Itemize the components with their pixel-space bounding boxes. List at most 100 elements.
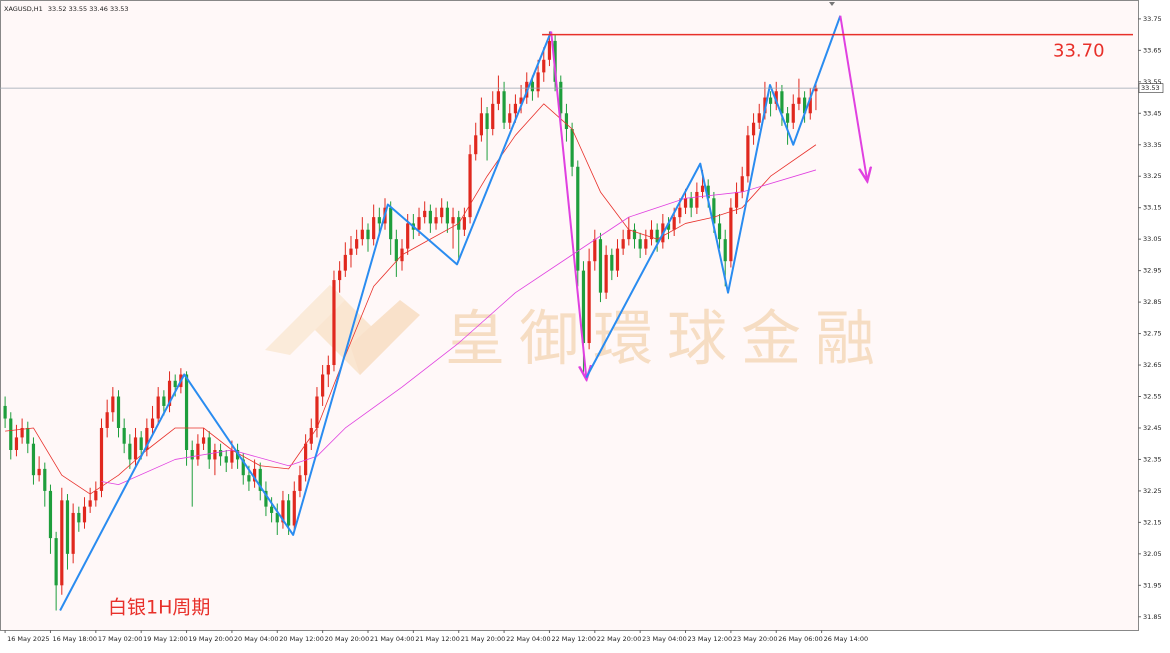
candle-body xyxy=(31,443,36,476)
y-tick-label: 32.65 xyxy=(1143,361,1162,369)
candle-body xyxy=(156,396,160,419)
candle-body xyxy=(26,427,30,444)
candle-body xyxy=(496,91,501,104)
y-tick-label: 33.55 xyxy=(1143,78,1162,86)
moving-average xyxy=(101,169,817,486)
candle-body xyxy=(423,210,427,218)
candle-body xyxy=(814,88,818,92)
candle-body xyxy=(689,198,693,208)
y-tick-label: 33.05 xyxy=(1143,235,1162,243)
candle-body xyxy=(389,207,393,240)
trend-line xyxy=(59,31,553,611)
candle-body xyxy=(610,254,614,271)
x-tick-label: 20 May 12:00 xyxy=(279,635,324,643)
candle-body xyxy=(230,450,234,463)
candle-body xyxy=(683,198,688,208)
candle-body xyxy=(190,450,194,460)
x-tick-label: 22 May 12:00 xyxy=(551,635,596,643)
candle-body xyxy=(598,239,603,293)
candle-body xyxy=(128,443,132,460)
candle-body xyxy=(355,239,359,249)
candle-body xyxy=(150,418,155,428)
y-tick-label: 31.95 xyxy=(1143,581,1162,589)
candle-body xyxy=(37,468,41,476)
candle-body xyxy=(740,176,744,192)
x-tick-label: 21 May 20:00 xyxy=(461,635,506,643)
candle-body xyxy=(780,91,784,114)
candle-body xyxy=(785,113,790,123)
candle-body xyxy=(570,129,574,167)
y-tick-label: 33.45 xyxy=(1143,109,1162,117)
annotation: 白银1H周期 xyxy=(108,597,210,619)
candle-body xyxy=(48,490,53,539)
trend-line xyxy=(585,15,842,379)
candle-body xyxy=(508,113,512,123)
candle-body xyxy=(723,239,727,262)
y-tick-label: 32.45 xyxy=(1143,424,1162,432)
candle-body xyxy=(184,374,189,450)
candle-body xyxy=(587,261,591,344)
y-tick-label: 32.95 xyxy=(1143,267,1162,275)
candle-body xyxy=(474,135,478,155)
candle-body xyxy=(43,468,47,491)
candle-body xyxy=(672,217,676,230)
candle-body xyxy=(366,229,370,240)
candle-body xyxy=(632,229,637,240)
price-label: 33.53 xyxy=(1141,84,1160,92)
plot-area xyxy=(0,0,1139,631)
y-tick-label: 32.15 xyxy=(1143,518,1162,526)
header: XAGUSD,H1 33.52 33.55 33.46 33.53 xyxy=(4,5,129,13)
candle-body xyxy=(406,223,410,249)
y-tick-label: 33.35 xyxy=(1143,141,1162,149)
candle-body xyxy=(712,198,716,224)
candle-body xyxy=(360,229,364,240)
candle-body xyxy=(394,239,398,262)
candle-body xyxy=(275,512,279,523)
candle-body xyxy=(445,207,449,224)
candle-body xyxy=(94,490,98,501)
candle-body xyxy=(133,437,138,460)
candle-body xyxy=(434,217,438,224)
candle-body xyxy=(808,97,812,114)
candle-body xyxy=(88,500,92,507)
high: 33.55 xyxy=(69,5,88,13)
x-tick-label: 23 May 04:00 xyxy=(642,635,687,643)
candle-body xyxy=(372,217,376,240)
y-tick-label: 32.55 xyxy=(1143,393,1162,401)
candle-body xyxy=(65,500,70,554)
open: 33.52 xyxy=(48,5,67,13)
candle-body xyxy=(343,254,347,271)
candle-body xyxy=(791,103,795,123)
candle-body xyxy=(3,405,7,419)
candle-body xyxy=(9,418,13,450)
candle-body xyxy=(729,207,733,262)
y-tick-label: 32.25 xyxy=(1143,487,1162,495)
candle-body xyxy=(462,217,466,230)
candle-body xyxy=(207,437,211,460)
candle-body xyxy=(547,40,552,60)
candle-body xyxy=(241,459,245,476)
candle-body xyxy=(82,506,87,523)
candle-body xyxy=(315,396,319,428)
candle-body xyxy=(491,103,495,130)
candle-body xyxy=(797,97,801,104)
candle-body xyxy=(60,500,64,586)
candle-body xyxy=(321,374,325,397)
candle-body xyxy=(270,506,274,513)
price-box xyxy=(1138,83,1164,93)
x-tick-label: 23 May 20:00 xyxy=(733,635,778,643)
close: 33.53 xyxy=(110,5,129,13)
candle-body xyxy=(451,217,455,224)
y-tick-label: 33.15 xyxy=(1143,204,1162,212)
candle-body xyxy=(139,437,143,450)
y-tick-label: 32.75 xyxy=(1143,330,1162,338)
candle-body xyxy=(802,97,807,114)
candle-body xyxy=(116,396,121,428)
x-tick-label: 20 May 20:00 xyxy=(325,635,370,643)
candle-body xyxy=(145,427,149,450)
candle-body xyxy=(332,280,336,366)
candle-body xyxy=(196,443,200,460)
trend-line xyxy=(839,15,867,180)
candle-body xyxy=(292,490,296,526)
